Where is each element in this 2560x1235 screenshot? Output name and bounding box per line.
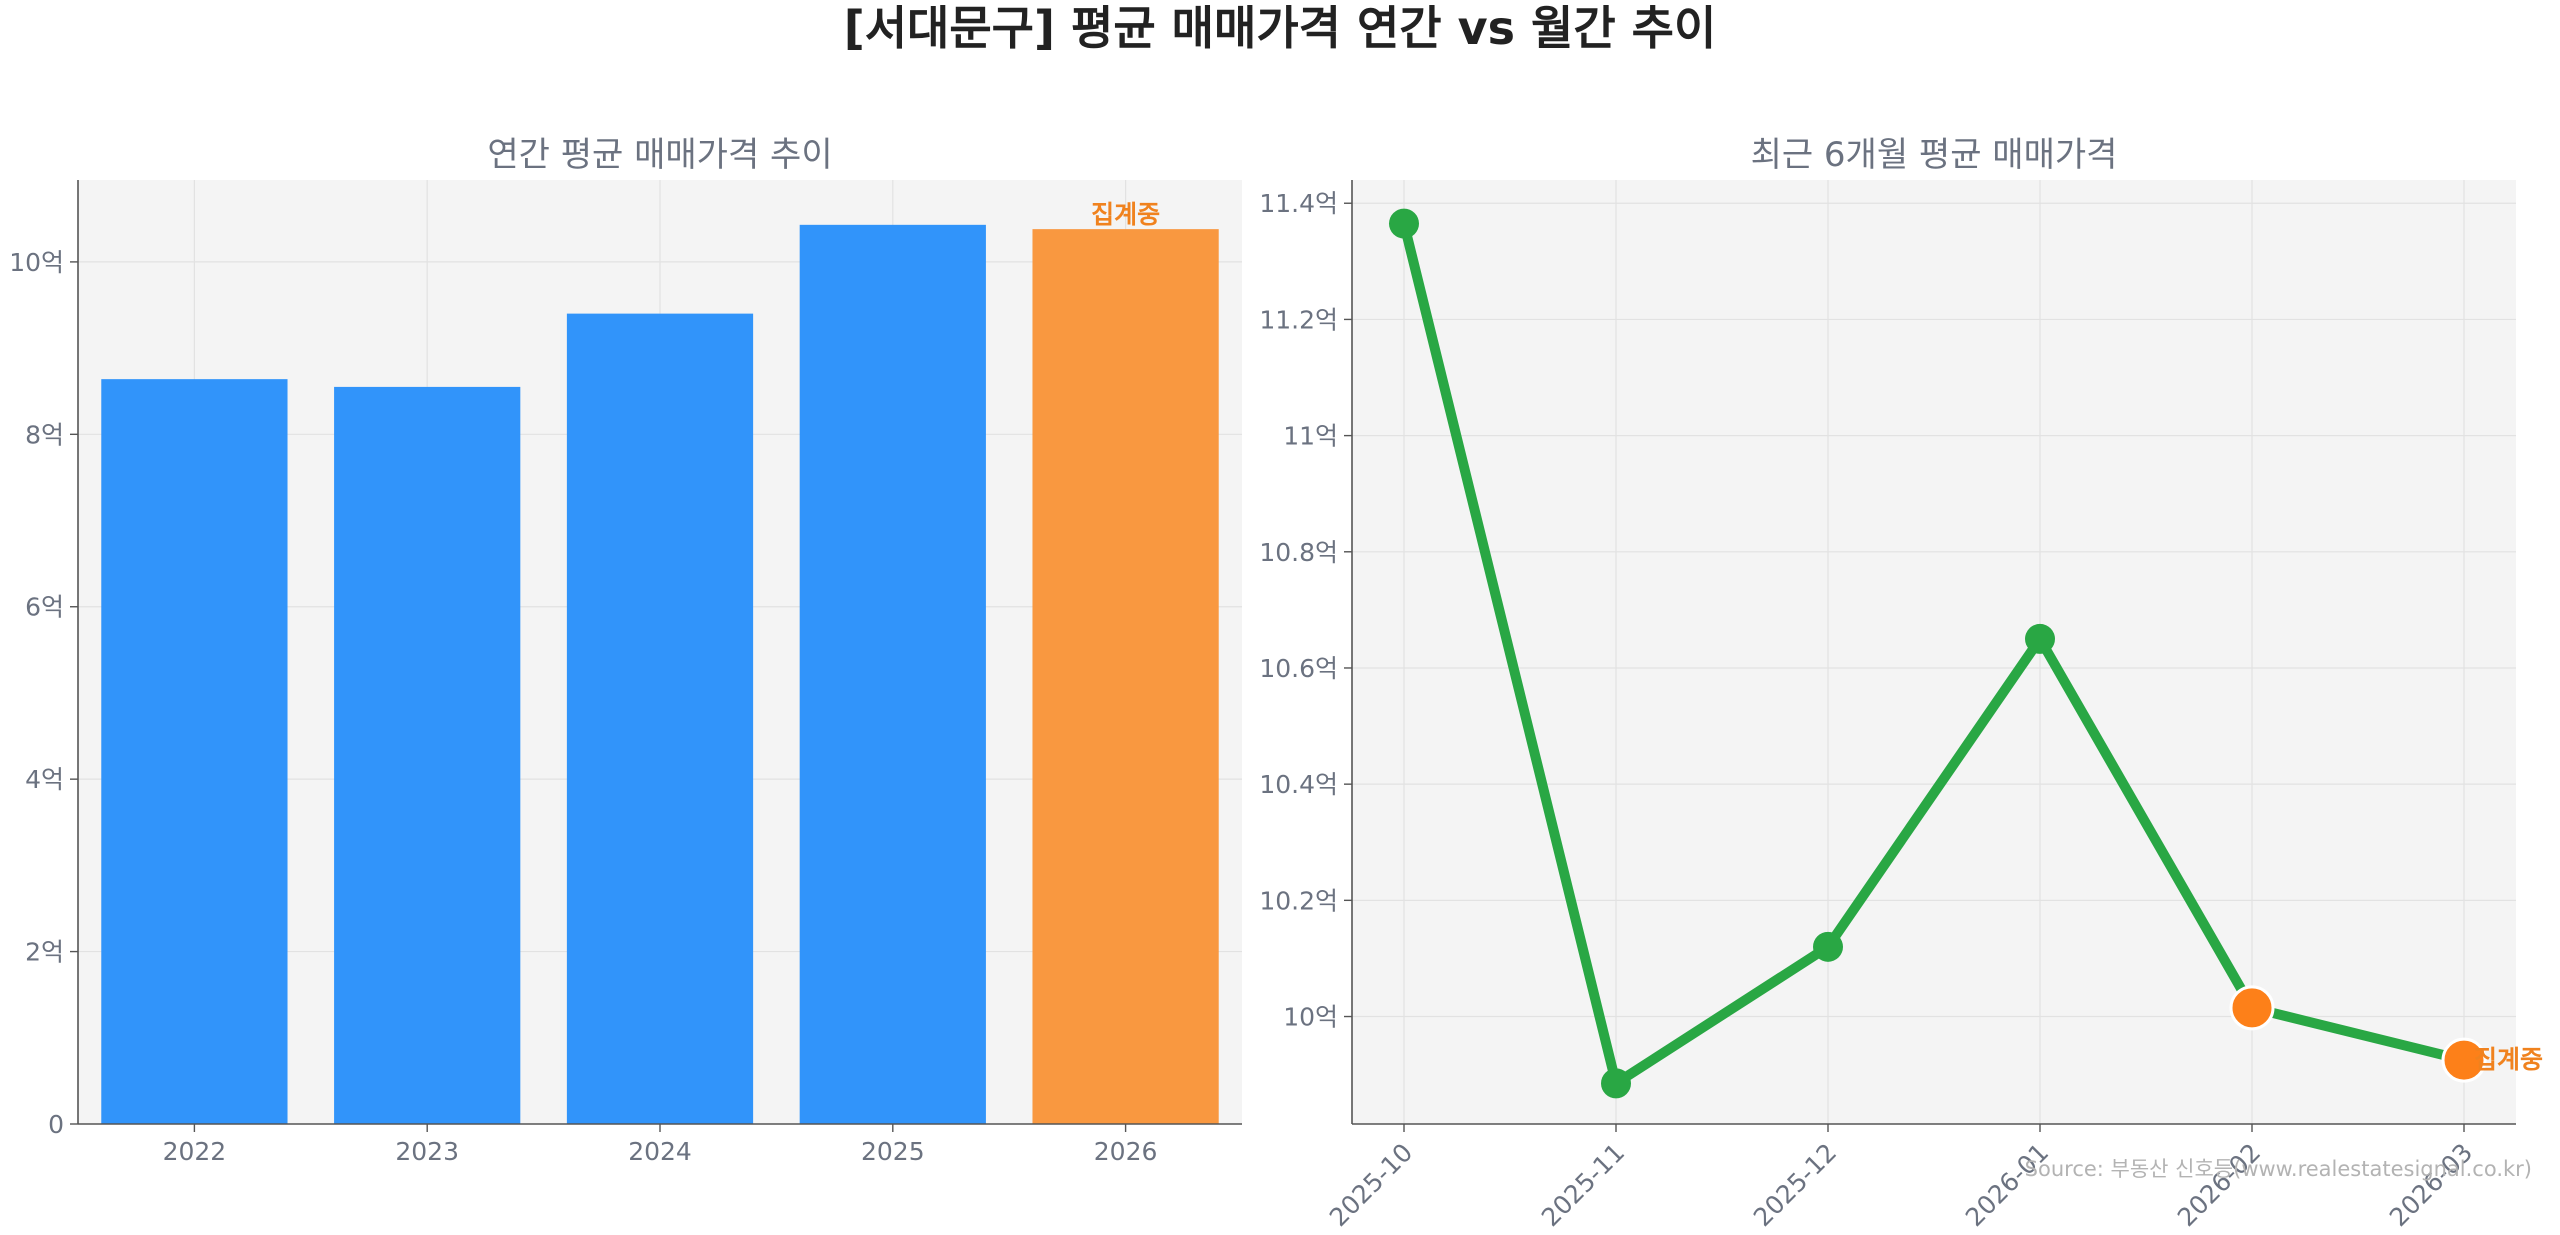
line-chart-title: 최근 6개월 평균 매매가격	[1751, 135, 2118, 175]
line-point-2026-02	[2229, 985, 2275, 1031]
line-x-tick-label: 2025-12	[1748, 1138, 1842, 1232]
line-y-tick-label: 10.4억	[1259, 770, 1338, 799]
bar-chart-title: 연간 평균 매매가격 추이	[487, 135, 832, 175]
line-y-tick-label: 10.6억	[1259, 654, 1338, 683]
bar-y-tick-label: 8억	[25, 420, 64, 449]
line-x-tick-label: 2025-11	[1536, 1138, 1630, 1232]
line-x-tick-label: 2025-10	[1324, 1138, 1418, 1232]
line-grid	[1352, 180, 2516, 1124]
bar-y-tick-label: 4억	[25, 765, 64, 794]
line-point-2026-03	[2441, 1037, 2487, 1083]
line-markers	[1389, 208, 2487, 1099]
line-point-2025-10	[1389, 208, 1419, 239]
line-x-tick-label: 2026-03	[2384, 1138, 2478, 1232]
bar-2022	[101, 379, 288, 1124]
line-annotation: 집계중	[2474, 1045, 2543, 1074]
figure-title: [서대문구] 평균 매매가격 연간 vs 월간 추이	[844, 1, 1717, 55]
bar-x-tick-label: 2022	[163, 1137, 227, 1166]
line-point-2025-12	[1813, 931, 1843, 962]
line-y-tick-label: 10억	[1283, 1003, 1338, 1032]
monthly-line-chart: 10억 10.2억 10.4억 10.6억 10.8억 11억 11.2억 11.4억 202…	[1259, 135, 2543, 1232]
bar-series	[101, 224, 1219, 1125]
source-note: Source: 부동산 신호등(www.realestatesignal.co.…	[2025, 1157, 2532, 1181]
bar-y-tick-label: 2억	[25, 938, 64, 967]
line-plot-area	[1352, 180, 2516, 1124]
line-y-tick-label: 10.2억	[1259, 886, 1338, 915]
bar-y-ticks: 0 2억 4억 6억 8억 10억	[9, 248, 78, 1139]
line-y-tick-label: 11.4억	[1259, 189, 1338, 218]
bar-x-tick-label: 2026	[1094, 1137, 1158, 1166]
line-point-2025-11	[1601, 1068, 1631, 1099]
line-x-tick-label: 2026-01	[1960, 1138, 2054, 1232]
bar-x-tick-label: 2025	[861, 1137, 925, 1166]
bar-2026	[1032, 229, 1219, 1125]
line-series	[1399, 218, 2469, 1089]
bar-2024	[566, 313, 754, 1124]
bar-x-ticks: 2022 2023 2024 2025 2026	[163, 1124, 1158, 1166]
bar-y-tick-label: 6억	[25, 593, 64, 622]
bar-2023	[334, 386, 521, 1124]
bar-y-tick-label: 10억	[9, 248, 64, 277]
line-y-tick-label: 11억	[1283, 422, 1338, 451]
annual-bar-chart: 0 2억 4억 6억 8억 10억 2022 2023 2024 2025 2026 연간 평균 …	[9, 135, 1242, 1166]
line-y-ticks: 10억 10.2억 10.4억 10.6억 10.8억 11억 11.2억 11.4억	[1259, 189, 1352, 1032]
bar-x-tick-label: 2023	[395, 1137, 459, 1166]
bar-x-tick-label: 2024	[628, 1137, 692, 1166]
bar-annotation: 집계중	[1091, 200, 1160, 229]
bar-2025	[799, 224, 986, 1124]
line-y-tick-label: 10.8억	[1259, 538, 1338, 567]
bar-y-tick-label: 0	[48, 1110, 64, 1139]
line-x-tick-label: 2026-02	[2172, 1138, 2266, 1232]
line-point-2026-01	[2025, 623, 2055, 654]
line-y-tick-label: 11.2억	[1259, 305, 1338, 334]
